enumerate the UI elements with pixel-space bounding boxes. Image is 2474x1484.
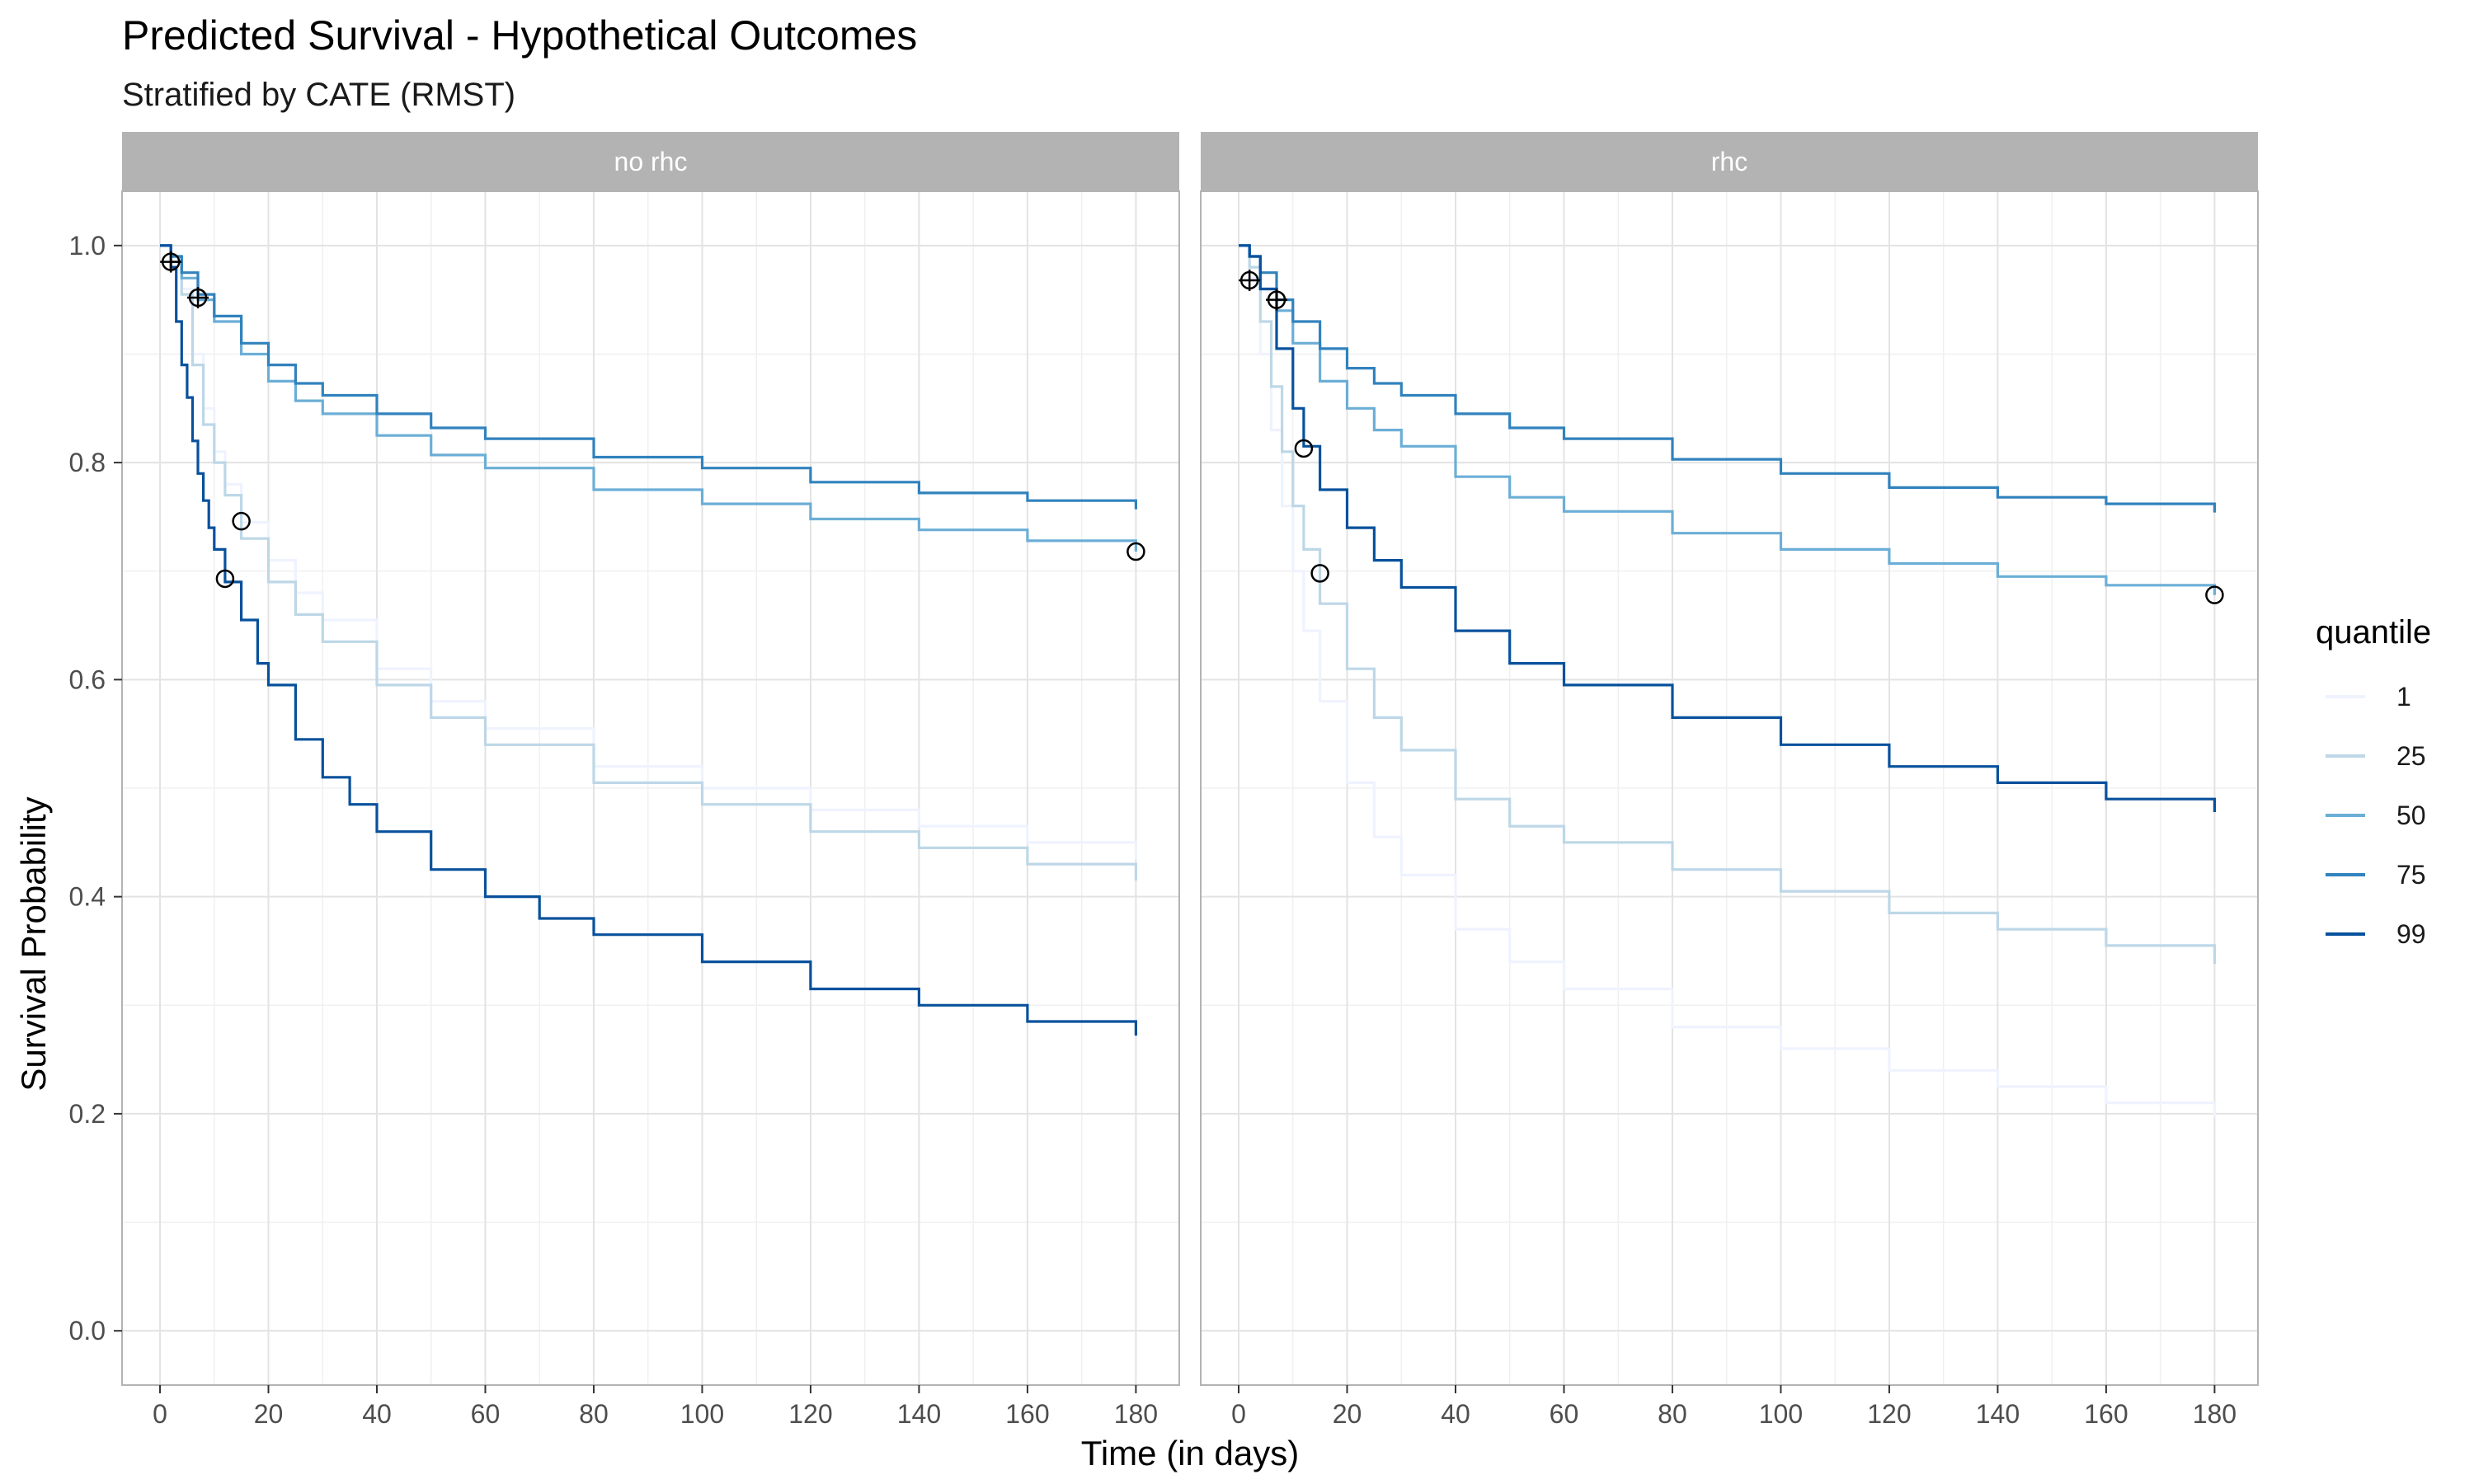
chart-title: Predicted Survival - Hypothetical Outcom…: [122, 12, 917, 59]
facet-strip: [1201, 132, 2258, 191]
x-tick-label: 0: [153, 1399, 167, 1429]
y-tick-label: 0.2: [69, 1099, 106, 1129]
series-line-q25: [1239, 244, 2216, 965]
y-tick-label: 0.4: [69, 882, 106, 912]
facet-panel: rhc 0 20 40 60 80 100 120 140 160 180: [1200, 132, 2259, 1429]
x-tick-label: 180: [1114, 1399, 1158, 1429]
x-axis-title: Time (in days): [1081, 1434, 1300, 1472]
x-tick-label: 40: [1441, 1399, 1470, 1429]
facet-panels: no rhc 0 20 40 60 80 100 120 140 160 180 0.0 0.2 0.4 0…: [69, 132, 2259, 1429]
series-line-q99: [1239, 244, 2216, 812]
y-tick-label: 1.0: [69, 231, 106, 261]
x-tick-label: 120: [788, 1399, 832, 1429]
x-tick-label: 20: [1333, 1399, 1362, 1429]
panel-border: [1200, 190, 2259, 1386]
facet-panel: no rhc 0 20 40 60 80 100 120 140 160 180 0.0 0.2 0.4 0…: [69, 132, 1180, 1429]
y-tick-label: 0.0: [69, 1316, 106, 1345]
series-line-q1: [160, 244, 1137, 859]
series-line-q99: [160, 244, 1137, 1036]
series-line-q25: [160, 244, 1137, 881]
x-tick-label: 0: [1231, 1399, 1246, 1429]
x-tick-label: 100: [680, 1399, 724, 1429]
legend-label: 50: [2396, 801, 2426, 830]
facet-strip-label: rhc: [1711, 147, 1747, 176]
x-tick-label: 80: [579, 1399, 609, 1429]
series-line-q1: [1239, 244, 2216, 1117]
x-tick-label: 60: [471, 1399, 501, 1429]
x-tick-label: 140: [1976, 1399, 2020, 1429]
x-tick-label: 20: [254, 1399, 284, 1429]
x-tick-label: 160: [1005, 1399, 1049, 1429]
censor-marker: [1310, 564, 1329, 583]
x-tick-label: 40: [362, 1399, 392, 1429]
x-tick-label: 180: [2193, 1399, 2236, 1429]
censor-marker: [2205, 585, 2224, 604]
y-axis-title: Survival Probability: [14, 796, 53, 1091]
x-tick-label: 80: [1658, 1399, 1687, 1429]
x-tick-label: 160: [2084, 1399, 2128, 1429]
x-tick-label: 100: [1759, 1399, 1803, 1429]
censor-marker: [1126, 542, 1145, 561]
chart-subtitle: Stratified by CATE (RMST): [122, 77, 515, 113]
censor-marker: [1294, 439, 1314, 458]
legend-label: 99: [2396, 919, 2426, 949]
y-tick-label: 0.8: [69, 448, 106, 477]
censor-marker: [232, 511, 251, 531]
legend-label: 25: [2396, 741, 2426, 771]
censor-marker: [215, 569, 235, 589]
legend-title: quantile: [2316, 614, 2431, 650]
legend: quantile 1 25 50 75 99: [2316, 614, 2431, 949]
facet-strip: [122, 132, 1179, 191]
x-tick-label: 120: [1867, 1399, 1911, 1429]
panel-border: [121, 190, 1180, 1386]
y-tick-label: 0.6: [69, 665, 106, 694]
x-tick-label: 60: [1550, 1399, 1579, 1429]
legend-label: 1: [2396, 682, 2411, 711]
x-tick-label: 140: [897, 1399, 941, 1429]
legend-keys: 1 25 50 75 99: [2326, 682, 2426, 949]
legend-label: 75: [2396, 860, 2426, 890]
facet-strip-label: no rhc: [614, 147, 688, 176]
